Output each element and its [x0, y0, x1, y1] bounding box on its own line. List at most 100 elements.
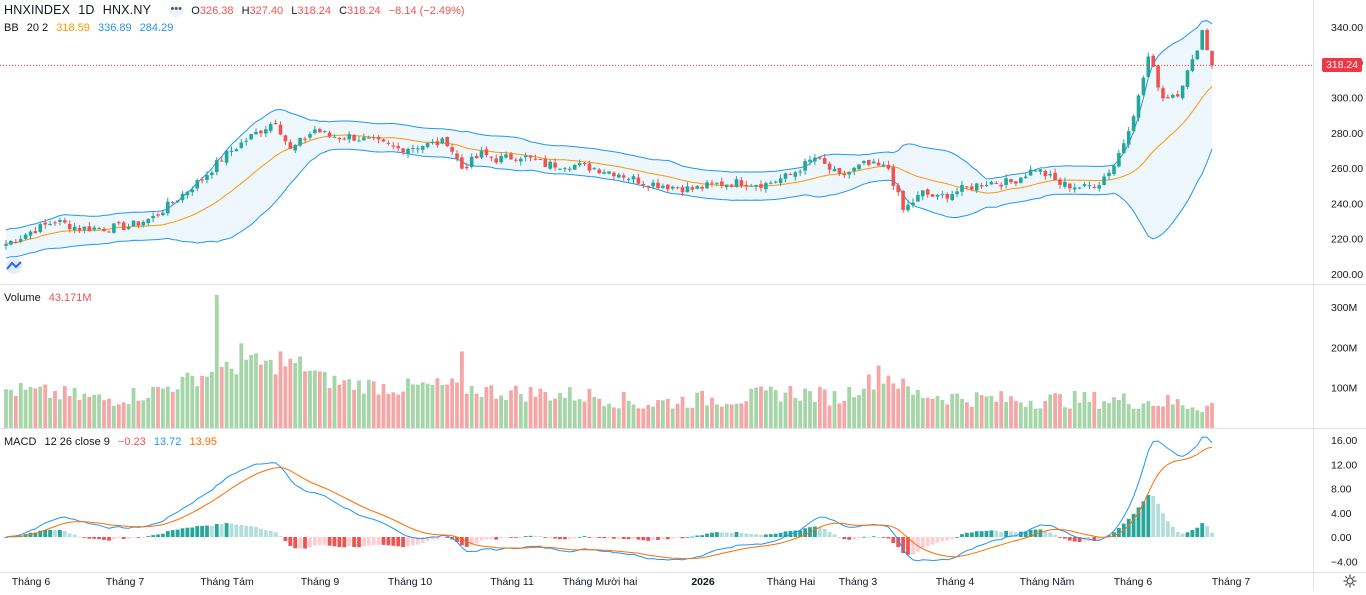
macd-histogram-bar: [278, 536, 283, 537]
volume-bar: [523, 401, 528, 428]
macd-histogram-bar: [484, 537, 489, 540]
macd-histogram-bar: [136, 537, 141, 538]
volume-bar: [308, 370, 312, 428]
tradingview-logo-icon[interactable]: [3, 258, 25, 274]
macd-histogram-bar: [695, 535, 700, 537]
candle-body: [53, 222, 57, 224]
candle-body: [950, 194, 954, 200]
macd-histogram-bar: [656, 537, 660, 540]
symbol-label[interactable]: HNXINDEX: [4, 3, 71, 17]
macd-histogram-bar: [1151, 495, 1156, 537]
candle-body: [234, 149, 239, 152]
macd-histogram-bar: [1126, 518, 1131, 537]
volume-bar: [136, 400, 141, 428]
volume-bar: [1102, 401, 1106, 428]
volume-bar: [543, 392, 548, 428]
volume-bar: [283, 366, 288, 428]
volume-bar: [906, 386, 910, 428]
interval-label[interactable]: 1D: [78, 3, 95, 17]
volume-bar: [710, 397, 714, 428]
volume-bar: [700, 390, 704, 428]
candle-body: [273, 122, 278, 125]
candle-body: [1161, 88, 1165, 99]
bb-legend[interactable]: BB 20 2 318.59 336.89 284.29: [4, 22, 178, 34]
macd-histogram-bar: [1072, 537, 1077, 542]
volume-bar: [67, 396, 72, 428]
volume-legend[interactable]: Volume 43.171M: [4, 292, 97, 304]
more-dots-icon[interactable]: •••: [169, 3, 184, 18]
volume-bar: [1082, 392, 1087, 428]
volume-bar: [1087, 401, 1092, 428]
volume-bar: [1043, 401, 1048, 428]
macd-histogram-bar: [116, 537, 121, 538]
volume-bar: [141, 400, 146, 428]
candle-body: [131, 220, 136, 227]
macd-histogram-bar: [906, 537, 910, 555]
macd-histogram-bar: [994, 530, 999, 537]
candle-body: [499, 156, 503, 163]
candle-body: [876, 162, 881, 166]
volume-bar: [994, 401, 999, 428]
volume-bar: [13, 395, 18, 428]
candle-body: [362, 137, 366, 141]
candle-body: [1146, 56, 1151, 77]
volume-bar: [430, 384, 435, 428]
candle-body: [641, 184, 646, 186]
candle-body: [1033, 170, 1038, 172]
macd-histogram-bar: [190, 527, 195, 537]
macd-histogram-bar: [200, 525, 204, 537]
candle-body: [180, 193, 185, 201]
volume-bar: [415, 384, 420, 428]
gear-icon[interactable]: [1343, 574, 1357, 588]
macd-histogram-bar: [43, 530, 48, 537]
candle-body: [1097, 185, 1101, 189]
macd-histogram-bar: [749, 534, 754, 537]
macd-histogram-bar: [1048, 532, 1053, 537]
volume-bar: [77, 399, 82, 428]
volume-bar: [23, 389, 28, 428]
volume-bar: [616, 408, 621, 428]
volume-bar: [876, 365, 881, 428]
time-axis-tick: Tháng Năm: [1020, 576, 1075, 588]
volume-bar: [489, 385, 494, 428]
macd-histogram-bar: [229, 523, 234, 537]
candle-body: [744, 184, 749, 187]
candle-body: [739, 180, 744, 186]
macd-histogram-bar: [396, 537, 401, 547]
volume-bar: [33, 388, 38, 428]
volume-bar: [685, 407, 690, 428]
candle-body: [293, 145, 297, 151]
candle-body: [862, 161, 866, 163]
candle-body: [9, 241, 13, 245]
candle-body: [769, 182, 773, 184]
macd-histogram-bar: [1185, 532, 1190, 537]
volume-bar: [435, 378, 440, 428]
macd-legend[interactable]: MACD 12 26 close 9 −0.23 13.72 13.95: [4, 436, 222, 448]
volume-bar: [612, 407, 616, 428]
macd-histogram-bar: [651, 537, 655, 540]
volume-bar: [1205, 405, 1209, 428]
macd-histogram-bar: [131, 537, 136, 538]
candle-body: [568, 168, 572, 170]
macd-histogram-bar: [631, 537, 636, 539]
volume-bar: [1200, 412, 1205, 428]
candle-body: [357, 140, 361, 142]
macd-histogram-bar: [435, 537, 440, 540]
macd-histogram-bar: [411, 537, 415, 546]
volume-bar: [1038, 408, 1043, 428]
macd-histogram-bar: [935, 537, 940, 543]
volume-bar: [729, 404, 734, 428]
candle-body: [818, 157, 822, 159]
candle-body: [1190, 59, 1195, 71]
macd-histogram-bar: [822, 529, 827, 537]
volume-bar: [1023, 406, 1028, 428]
macd-histogram-bar: [293, 537, 298, 549]
volume-bar: [901, 378, 905, 428]
volume-bar: [621, 391, 626, 428]
volume-bar: [112, 405, 116, 428]
volume-bar: [239, 343, 244, 428]
volume-bar: [960, 398, 964, 428]
candle-body: [342, 138, 347, 140]
